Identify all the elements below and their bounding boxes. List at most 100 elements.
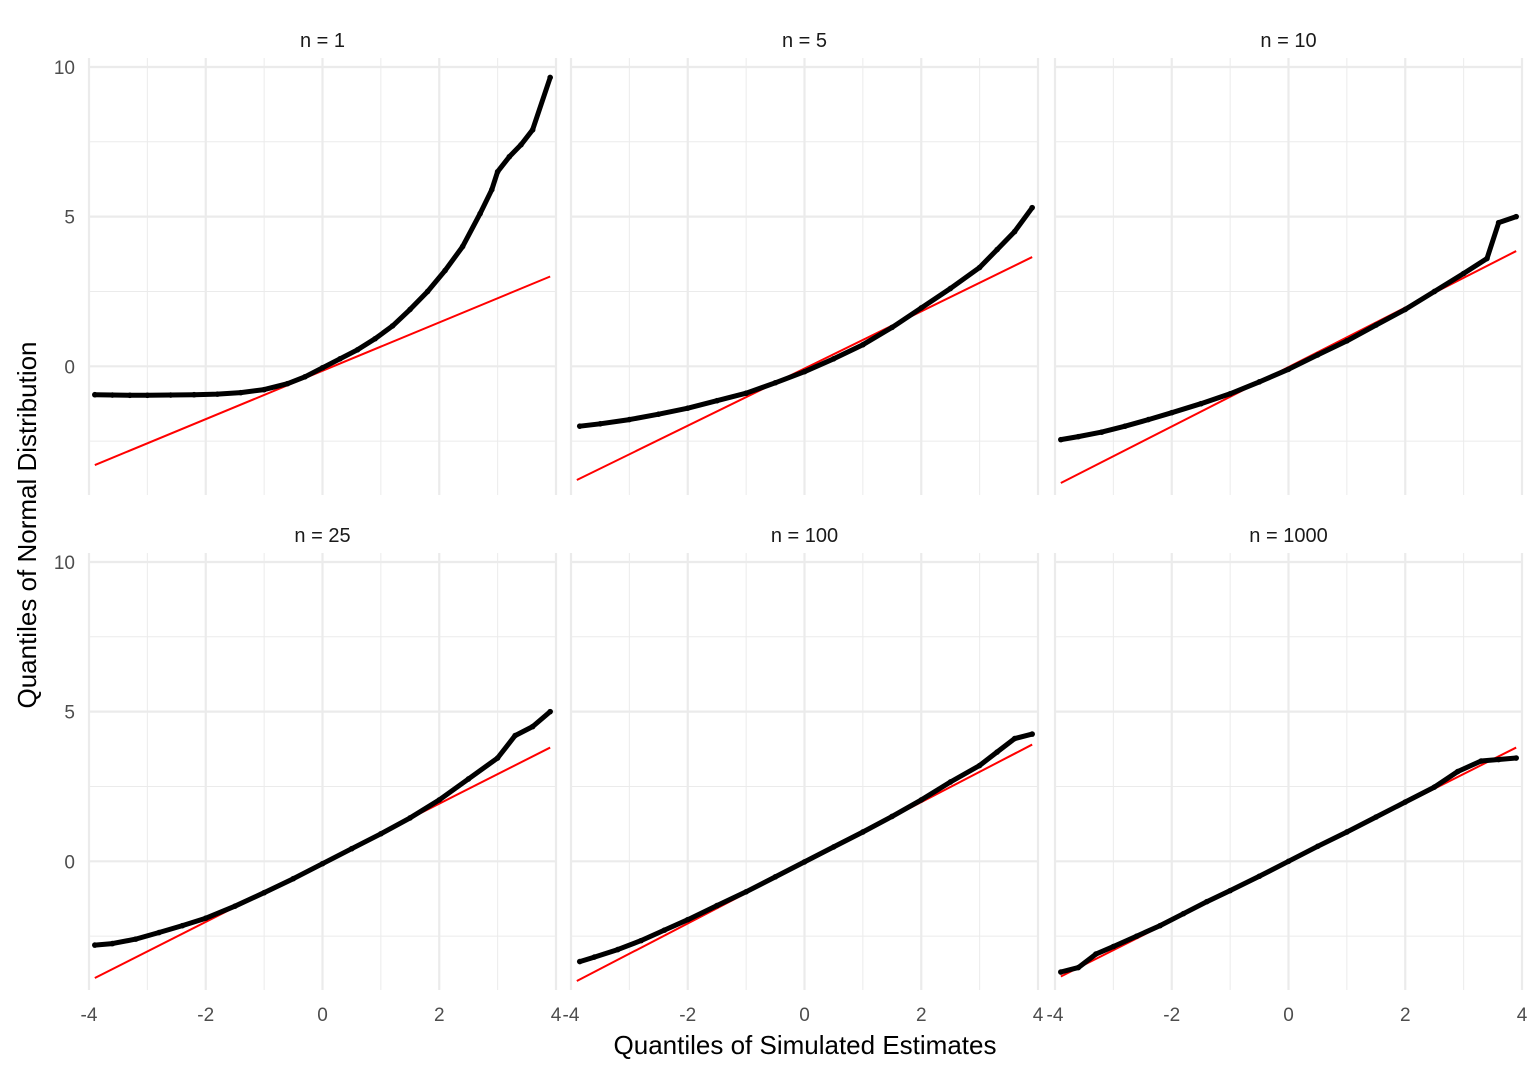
qq-point	[506, 153, 513, 160]
qq-point	[1058, 969, 1064, 975]
qq-point	[576, 423, 583, 429]
facet-panel: n = 100 -4 -2 0 2 4	[563, 525, 1044, 1026]
qq-point	[459, 243, 466, 250]
qq-point	[1198, 400, 1204, 407]
x-tick-label: 4	[1517, 1005, 1528, 1026]
qq-point	[860, 829, 866, 835]
qq-point	[1145, 416, 1152, 423]
qq-point	[202, 915, 209, 921]
x-tick-label: -4	[81, 1005, 98, 1026]
qq-point	[1075, 964, 1082, 971]
qq-point	[1203, 898, 1210, 905]
qq-point	[889, 813, 895, 820]
qq-point	[1495, 756, 1502, 763]
qq-point	[477, 210, 483, 217]
qq-point	[1484, 255, 1490, 262]
facet-panel: n = 5	[569, 30, 1040, 495]
qq-point	[1431, 288, 1438, 295]
qq-point	[547, 708, 553, 715]
qq-point	[144, 392, 151, 399]
qq-point	[1011, 735, 1018, 742]
qq-point	[512, 732, 518, 739]
y-tick-label: 5	[64, 703, 75, 724]
qq-point	[714, 397, 720, 404]
qq-point	[109, 392, 116, 398]
qq-point	[1157, 922, 1163, 929]
x-axis-title: Quantiles of Simulated Estimates	[614, 1030, 997, 1060]
qq-point	[378, 830, 384, 837]
qq-point-band	[1058, 755, 1519, 975]
facet-strip-label: n = 1	[300, 30, 345, 52]
qq-point	[918, 305, 925, 311]
qq-point	[1431, 784, 1438, 790]
qq-point	[1314, 843, 1321, 850]
qq-point	[354, 347, 361, 353]
qq-point	[132, 936, 139, 942]
qq-point	[529, 127, 536, 133]
x-tick-label: 2	[434, 1005, 445, 1026]
qq-point	[337, 356, 343, 362]
qq-point	[918, 797, 925, 803]
qq-point	[801, 859, 808, 865]
qq-point	[576, 958, 583, 965]
qq-point	[407, 815, 413, 821]
facet-strip-label: n = 1000	[1249, 525, 1327, 547]
facet-strip-label: n = 10	[1260, 30, 1316, 52]
qq-point	[1402, 799, 1409, 805]
facet-strip-label: n = 25	[294, 525, 350, 547]
qq-point	[389, 323, 396, 329]
x-tick-label: -4	[1047, 1005, 1064, 1026]
qq-point	[830, 844, 837, 850]
x-tick-label: 4	[551, 1005, 562, 1026]
qq-point	[424, 288, 431, 295]
x-tick-label: 2	[1400, 1005, 1411, 1026]
qq-point	[494, 168, 501, 175]
qq-point	[772, 874, 779, 880]
qq-point	[372, 335, 378, 342]
y-tick-label: 5	[64, 208, 75, 229]
qq-point	[319, 860, 326, 867]
qq-point	[494, 755, 501, 761]
qq-point	[1029, 204, 1035, 211]
x-tick-label: 4	[1033, 1005, 1044, 1026]
qq-point	[889, 324, 895, 331]
qq-point	[1133, 933, 1140, 939]
qq-point	[109, 940, 116, 947]
y-tick-label: 0	[64, 357, 75, 378]
qq-point	[1029, 731, 1035, 737]
facet-panel: n = 1 0 5 10	[54, 30, 558, 495]
qq-point	[302, 373, 308, 380]
qq-point	[1402, 306, 1409, 313]
qq-point	[529, 723, 536, 730]
facet-panel: n = 10	[1053, 30, 1524, 495]
qq-point	[684, 916, 691, 923]
qq-point	[626, 416, 633, 423]
qq-point	[442, 267, 448, 274]
qq-point	[1478, 758, 1484, 764]
qq-point	[465, 776, 472, 782]
qq-point	[1285, 858, 1292, 865]
qq-point	[976, 264, 983, 271]
qq-point	[167, 392, 174, 398]
facet-strip-label: n = 5	[782, 30, 827, 52]
x-tick-label: 2	[916, 1005, 927, 1026]
x-tick-label: 0	[317, 1005, 328, 1026]
facet-strip-label: n = 100	[771, 525, 838, 547]
x-tick-label: -2	[197, 1005, 214, 1026]
qq-point	[1314, 352, 1321, 358]
x-tick-label: -2	[1163, 1005, 1180, 1026]
qq-point	[743, 390, 749, 397]
qq-point	[547, 74, 553, 81]
y-tick-label: 0	[64, 852, 75, 873]
qq-point	[518, 142, 524, 148]
qq-point	[237, 389, 244, 396]
qq-point	[591, 954, 598, 960]
qq-point	[1460, 270, 1467, 277]
qq-point	[684, 405, 691, 411]
qq-point	[994, 246, 1000, 253]
reference-line	[576, 256, 1033, 481]
qq-point	[638, 937, 644, 944]
qq-point	[714, 902, 720, 909]
